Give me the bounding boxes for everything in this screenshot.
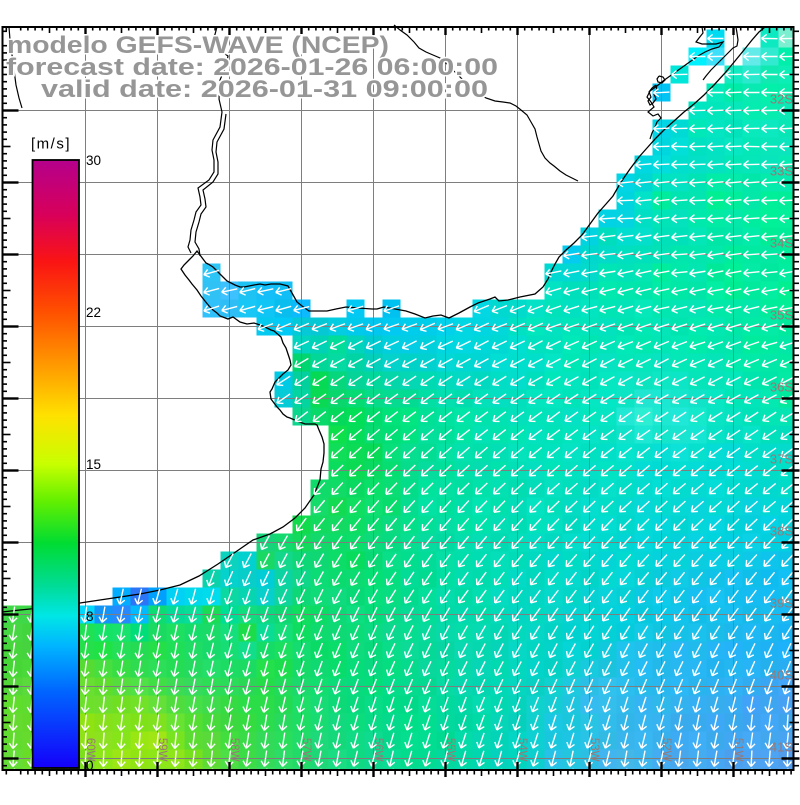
svg-text:39S: 39S: [770, 596, 793, 611]
svg-text:60W: 60W: [84, 738, 96, 762]
svg-text:30: 30: [86, 153, 101, 168]
svg-text:59W: 59W: [156, 738, 168, 762]
svg-text:52W: 52W: [660, 738, 672, 762]
svg-text:15: 15: [86, 457, 101, 472]
svg-text:[m/s]: [m/s]: [31, 136, 71, 153]
svg-text:modelo GEFS-WAVE (NCEP): modelo GEFS-WAVE (NCEP): [7, 32, 389, 59]
svg-text:33S: 33S: [770, 164, 793, 179]
svg-text:56W: 56W: [372, 738, 384, 762]
svg-text:40S: 40S: [770, 668, 793, 683]
svg-text:forecast date: 2026-01-26 06:0: forecast date: 2026-01-26 06:00:00: [6, 54, 498, 81]
svg-text:38S: 38S: [770, 524, 793, 539]
svg-text:valid date: 2026-01-31 09:00:0: valid date: 2026-01-31 09:00:00: [41, 76, 488, 103]
svg-text:41S: 41S: [770, 740, 793, 755]
svg-text:35S: 35S: [770, 308, 793, 323]
svg-text:37S: 37S: [770, 452, 793, 467]
svg-text:51W: 51W: [732, 738, 744, 762]
svg-text:0: 0: [86, 758, 94, 773]
svg-text:36S: 36S: [770, 380, 793, 395]
svg-text:54W: 54W: [516, 738, 528, 762]
svg-text:8: 8: [86, 609, 94, 624]
svg-text:53W: 53W: [588, 738, 600, 762]
svg-text:58W: 58W: [228, 738, 240, 762]
svg-text:57W: 57W: [300, 738, 312, 762]
svg-text:32S: 32S: [770, 92, 793, 107]
svg-text:22: 22: [86, 305, 101, 320]
svg-text:34S: 34S: [770, 236, 793, 251]
svg-text:55W: 55W: [444, 738, 456, 762]
